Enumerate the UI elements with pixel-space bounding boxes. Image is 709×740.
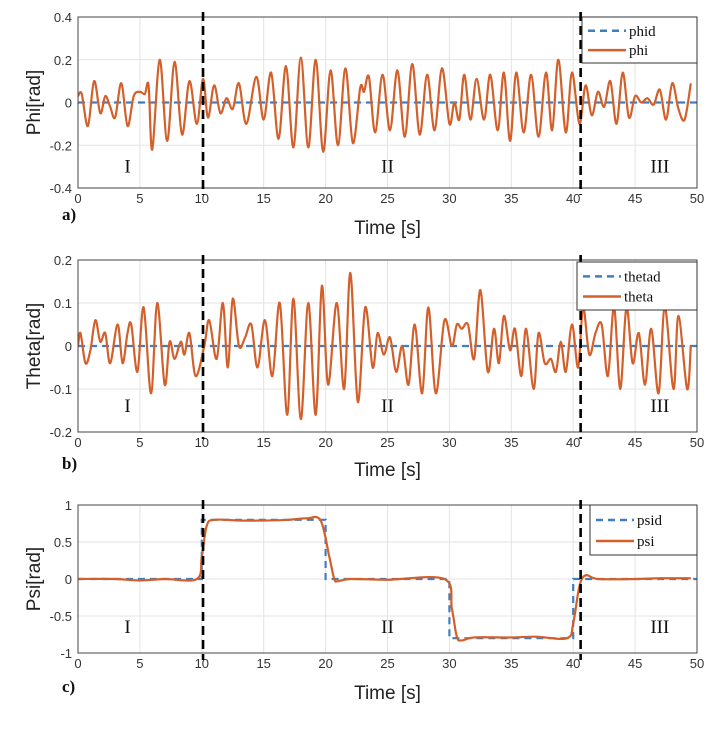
x-tick-label: 20: [318, 435, 332, 450]
legend-label-psid: psid: [637, 513, 663, 529]
y-tick-label: 1: [65, 498, 72, 513]
subplot-a: 0 5 10 15 20 25 30 35 40 45 50-0.4-0.200.20.4I II II…: [24, 10, 704, 239]
phase-label: I: [124, 617, 130, 638]
y-axis-label: Phi[rad]: [24, 70, 45, 135]
legend-label-phi: phi: [629, 43, 648, 59]
legend: thetad theta: [576, 261, 698, 311]
y-axis-label: Psi[rad]: [24, 547, 45, 611]
series-line-phi: [78, 56, 692, 153]
phase-label: I: [124, 396, 130, 417]
y-tick-label: -0.4: [50, 181, 72, 196]
x-tick-label: 10: [195, 191, 209, 206]
x-axis-label: Time [s]: [354, 460, 421, 481]
x-tick-label: 50: [690, 656, 704, 671]
x-axis-label: Time [s]: [354, 218, 421, 239]
x-tick-label: 0: [74, 656, 81, 671]
legend-box: [576, 261, 698, 311]
legend-label-thetad: thetad: [624, 269, 661, 285]
phase-label: III: [650, 617, 669, 638]
x-tick-label: 35: [504, 191, 518, 206]
y-tick-label: -0.1: [50, 382, 72, 397]
x-tick-label: 20: [318, 656, 332, 671]
x-tick-label: 15: [256, 656, 270, 671]
x-tick-label: 40: [566, 656, 580, 671]
y-tick-label: 0.2: [54, 53, 72, 68]
legend-label-psi: psi: [637, 534, 655, 550]
x-tick-label: 45: [628, 656, 642, 671]
y-tick-label: 0.5: [54, 535, 72, 550]
x-tick-label: 0: [74, 191, 81, 206]
y-tick-label: -0.5: [50, 609, 72, 624]
legend-box: [589, 504, 698, 556]
legend-label-theta: theta: [624, 290, 653, 306]
y-tick-label: -0.2: [50, 138, 72, 153]
phase-label: II: [381, 617, 394, 638]
legend: phid phi: [581, 16, 698, 64]
x-tick-label: 35: [504, 656, 518, 671]
x-tick-label: 15: [256, 191, 270, 206]
x-tick-label: 45: [628, 191, 642, 206]
phase-label: II: [381, 157, 394, 178]
y-tick-label: -0.2: [50, 425, 72, 440]
legend-box: [581, 16, 698, 64]
x-tick-label: 30: [442, 435, 456, 450]
series-line-theta: [78, 271, 692, 421]
x-tick-label: 35: [504, 435, 518, 450]
x-tick-label: 25: [380, 435, 394, 450]
y-tick-label: 0: [65, 339, 72, 354]
legend: psid psi: [589, 504, 698, 556]
x-axis-label: Time [s]: [354, 683, 421, 704]
x-tick-label: 5: [136, 656, 143, 671]
panel-label: a): [62, 205, 76, 224]
subplot-b: 0 5 10 15 20 25 30 35 40 45 50-0.2-0.100.10.2I II II…: [24, 253, 704, 481]
y-tick-label: 0: [65, 96, 72, 111]
phase-label: III: [650, 157, 669, 178]
phase-label: II: [381, 396, 394, 417]
x-tick-label: 15: [256, 435, 270, 450]
x-tick-label: 5: [136, 435, 143, 450]
x-tick-label: 50: [690, 435, 704, 450]
x-tick-label: 20: [318, 191, 332, 206]
x-tick-label: 40: [566, 435, 580, 450]
series-line-psid: [78, 518, 697, 640]
x-tick-label: 30: [442, 191, 456, 206]
subplot-c: 0 5 10 15 20 25 30 35 40 45 50-1-0.500.51I II IIIpsi…: [24, 498, 704, 704]
x-tick-label: 25: [380, 656, 394, 671]
x-tick-label: 0: [74, 435, 81, 450]
x-tick-label: 10: [195, 656, 209, 671]
y-tick-label: 0.2: [54, 253, 72, 268]
phase-label: III: [650, 396, 669, 417]
phase-label: I: [124, 157, 130, 178]
axes-frame: [77, 259, 698, 433]
axes-frame: [77, 504, 698, 654]
x-tick-label: 30: [442, 656, 456, 671]
x-tick-label: 45: [628, 435, 642, 450]
axes-frame: [77, 16, 698, 189]
panel-label: b): [62, 454, 77, 473]
x-tick-label: 5: [136, 191, 143, 206]
panel-label: c): [62, 677, 75, 696]
y-axis-label: Theta[rad]: [24, 303, 45, 390]
y-tick-label: 0.1: [54, 296, 72, 311]
x-tick-label: 10: [195, 435, 209, 450]
legend-label-phid: phid: [629, 24, 656, 40]
x-tick-label: 25: [380, 191, 394, 206]
y-tick-label: -1: [60, 646, 72, 661]
y-tick-label: 0: [65, 572, 72, 587]
y-tick-label: 0.4: [54, 10, 72, 25]
x-tick-label: 50: [690, 191, 704, 206]
x-tick-label: 40: [566, 191, 580, 206]
